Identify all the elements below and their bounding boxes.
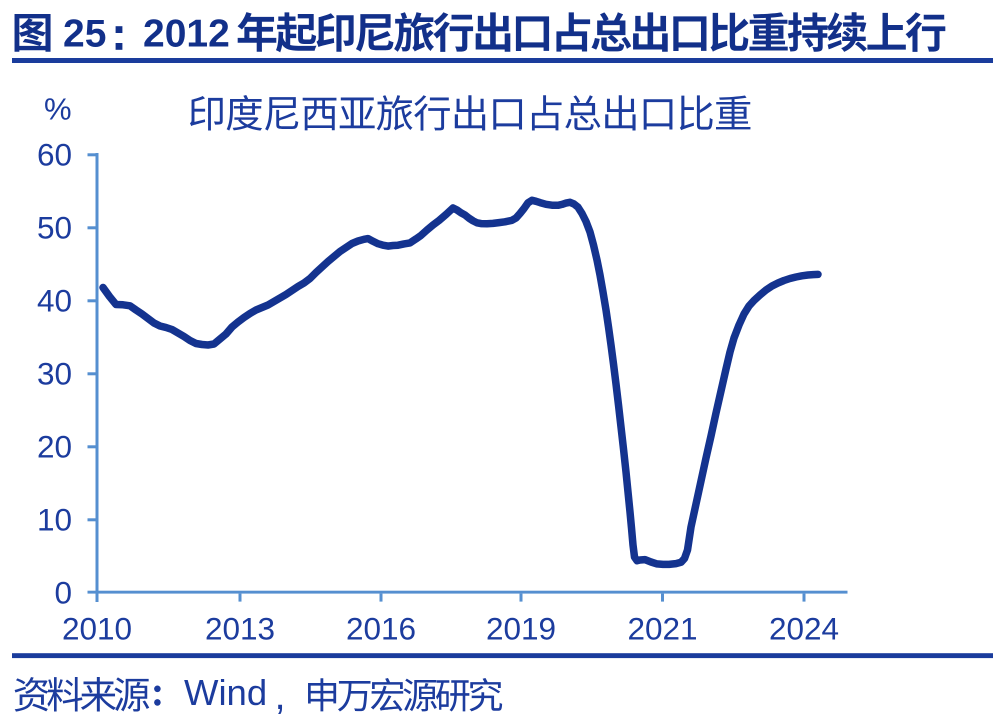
svg-text:2021: 2021: [627, 610, 697, 646]
svg-text:2019: 2019: [486, 610, 556, 646]
svg-text:2013: 2013: [205, 610, 275, 646]
svg-text:%: %: [44, 92, 72, 127]
svg-text:0: 0: [54, 574, 72, 610]
svg-text:40: 40: [37, 282, 72, 318]
svg-text:2024: 2024: [769, 610, 839, 646]
svg-text:60: 60: [37, 136, 72, 172]
svg-text:2016: 2016: [346, 610, 416, 646]
svg-text:,: ,: [275, 674, 286, 718]
svg-text:10: 10: [37, 501, 72, 537]
svg-text:50: 50: [37, 209, 72, 245]
svg-text:20: 20: [37, 428, 72, 464]
svg-text:2012: 2012: [143, 12, 230, 55]
svg-text:25: 25: [63, 12, 106, 55]
svg-text:30: 30: [37, 355, 72, 391]
svg-text:2010: 2010: [62, 610, 132, 646]
svg-text:Wind: Wind: [184, 672, 267, 713]
